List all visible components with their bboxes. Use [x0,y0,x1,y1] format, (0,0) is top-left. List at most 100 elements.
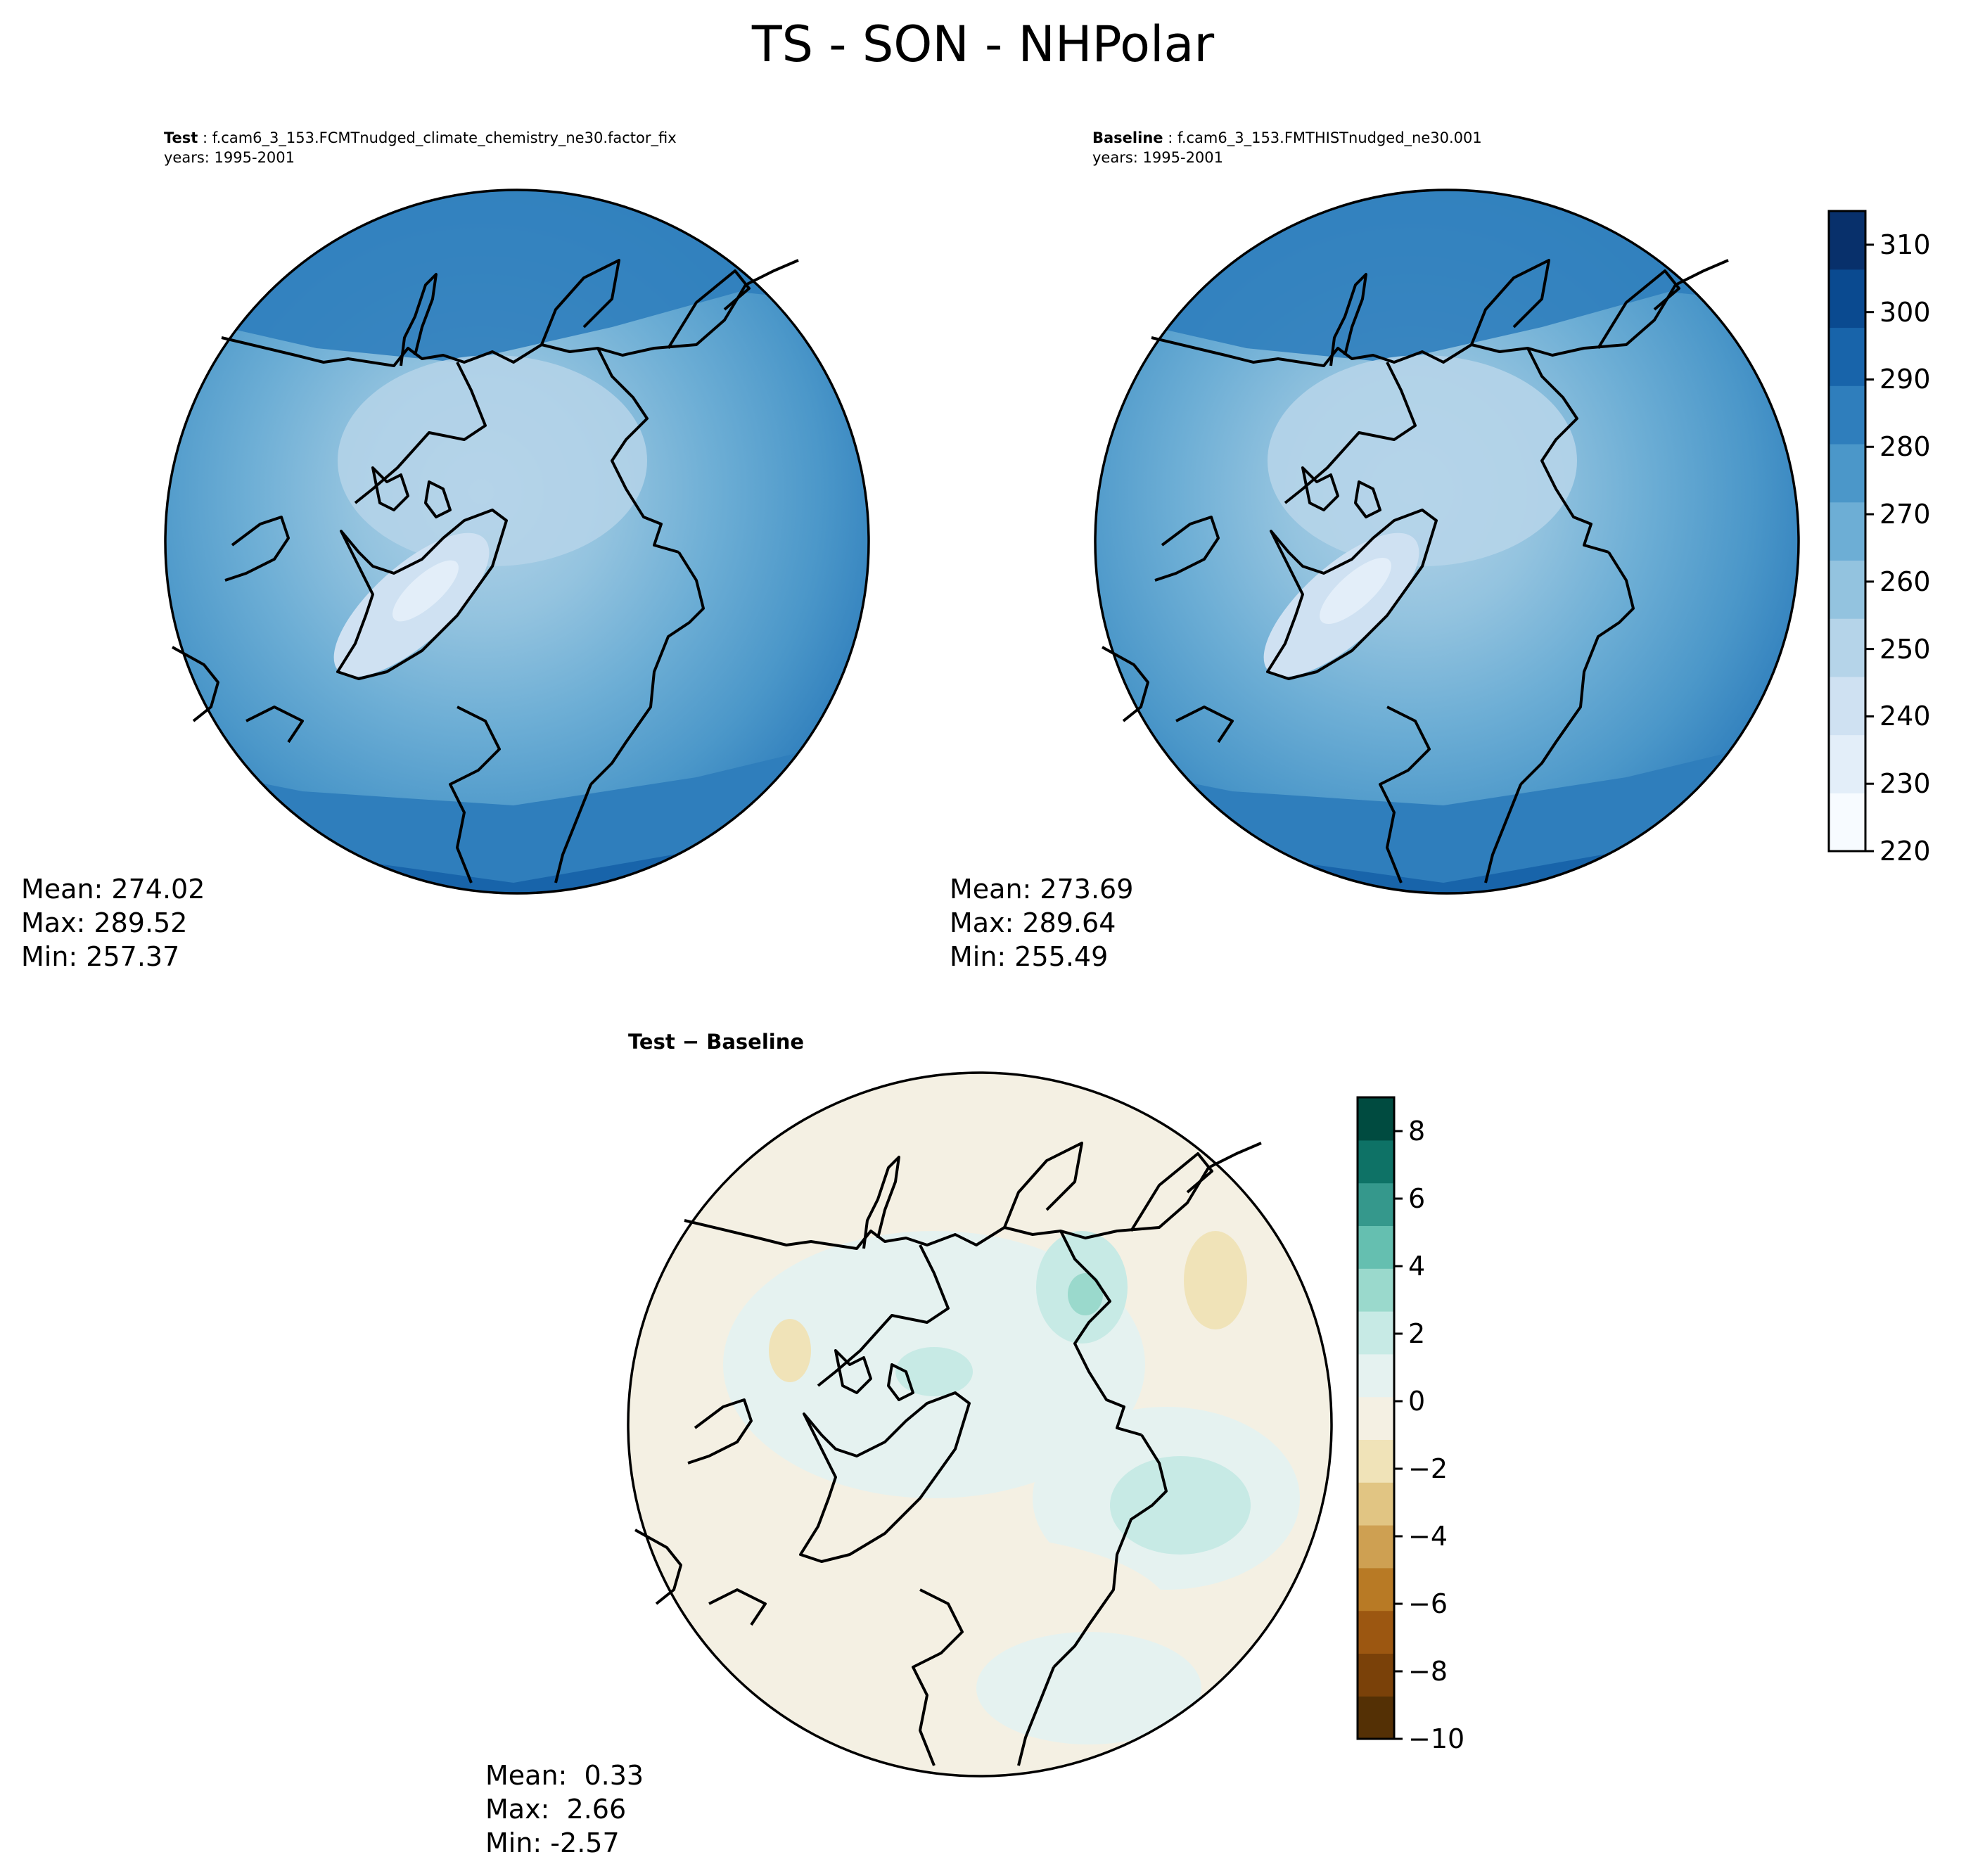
main-colorbar-segment [1829,502,1865,561]
baseline-coast-greenland [1266,509,1438,680]
diff-coast-iceland [912,1588,964,1766]
main-colorbar-tick-label: 250 [1879,633,1931,665]
baseline-field-arctic-cold [1268,355,1577,566]
main-colorbar-segment [1829,385,1865,445]
diff-colorbar-tick-label: −2 [1408,1453,1448,1484]
baseline-case-name: f.cam6_3_153.FMTHISTnudged_ne30.001 [1177,129,1482,146]
test-panel-title: Test : f.cam6_3_153.FCMTnudged_climate_c… [164,128,677,167]
diff-colorbar-segment [1358,1140,1394,1184]
diff-colorbar-segment [1358,1696,1394,1740]
baseline-years: years: 1995-2001 [1092,149,1224,166]
diff-colorbar-frame [1356,1096,1396,1740]
baseline-coast-iceland-uk [1102,646,1149,722]
diff-colorbar-segment [1358,1353,1394,1398]
main-colorbar-tick-label: 290 [1879,364,1931,395]
test-map-boundary [164,189,870,895]
test-max: Max: 289.52 [21,907,188,938]
test-sep: : [198,129,212,146]
diff-coast-atlantic [1017,1666,1055,1766]
diff-colorbar [1356,1096,1403,1740]
baseline-map-boundary [1094,189,1800,895]
main-colorbar-segment [1829,676,1865,736]
diff-colorbar-segment [1358,1097,1394,1141]
diff-field-center-positive [895,1347,973,1396]
diff-coastlines [634,1142,1262,1766]
baseline-mean: Mean: 273.69 [950,874,1134,905]
main-colorbar-segment [1829,327,1865,386]
baseline-coast-atlantic [1484,784,1522,883]
test-min: Min: 257.37 [21,941,180,972]
main-colorbar-tick-label: 300 [1879,296,1931,328]
main-colorbar-segment [1829,269,1865,328]
main-colorbar-segment [1829,443,1865,503]
main-colorbar-segment [1829,793,1865,852]
test-coast-island-2 [424,480,452,518]
diff-coast-novaya-zemlya [862,1156,900,1249]
diff-coast-alaska-canada [1059,1230,1142,1436]
diff-colorbar-tick-label: 0 [1408,1386,1426,1417]
test-coast-europe [245,706,304,744]
test-map [164,189,870,895]
baseline-stats: Mean: 273.69 Max: 289.64 Min: 255.49 [950,872,1133,974]
main-colorbar-segment [1829,734,1865,793]
diff-coast-europe [708,1588,767,1626]
main-colorbar-tick-label: 270 [1879,499,1931,530]
baseline-coast-island-1 [1301,466,1339,511]
diff-colorbar-segment [1358,1182,1394,1226]
diff-field-east-positive [1110,1456,1251,1555]
diff-map-boundary [627,1071,1333,1778]
main-colorbar [1827,210,1874,853]
diff-min: Min: -2.57 [485,1827,620,1858]
main-colorbar-tick-label: 240 [1879,701,1931,732]
diff-coast-eurasia [684,1142,1262,1250]
diff-colorbar-segment [1358,1439,1394,1483]
diff-colorbar-tick-label: −6 [1408,1588,1448,1619]
test-coast-chukotka [667,269,751,350]
diff-coast-scandinavia [687,1398,753,1465]
baseline-coast-scandinavia [1154,516,1220,582]
baseline-field-greenland-coldest [1320,557,1391,625]
main-colorbar-tick-label: 310 [1879,229,1931,260]
figure-title: TS - SON - NHPolar [751,15,1215,73]
baseline-coast-island-2 [1354,480,1381,518]
diff-colorbar-segment [1358,1610,1394,1654]
diff-colorbar-segment [1358,1311,1394,1355]
main-colorbar-tick-label: 230 [1879,768,1931,800]
diff-colorbar-segment [1358,1225,1394,1269]
diff-panel-title: Test − Baseline [628,1030,805,1054]
test-coast-island-1 [371,466,409,511]
test-label: Test [164,129,198,146]
baseline-coast-alaska-canada [1526,347,1609,554]
baseline-coast-eurasia [1151,259,1729,367]
test-coast-greenland [336,509,508,680]
diff-colorbar-segment [1358,1396,1394,1440]
test-coast-novaya-zemlya [400,273,438,366]
main-colorbar-tick-label: 280 [1879,431,1931,463]
diff-colorbar-segment [1358,1567,1394,1612]
main-colorbar-frame [1827,210,1867,853]
diff-coast-iceland-uk [634,1529,682,1605]
test-field-greenland-coldest [392,560,459,622]
diff-colorbar-tick-label: −10 [1408,1723,1465,1754]
baseline-coast-north-america-east [1519,551,1635,786]
diff-colorbar-tick-label: 6 [1408,1183,1426,1214]
diff-stats: Mean: 0.33 Max: 2.66 Min: -2.57 [485,1759,644,1860]
baseline-map [1094,189,1800,895]
test-years: years: 1995-2001 [164,149,295,166]
diff-colorbar-segment [1358,1653,1394,1697]
diff-coast-greenland [799,1391,971,1563]
main-colorbar-segment [1829,211,1865,270]
test-coast-alaska-canada [596,347,679,554]
diff-field-south-slight [976,1632,1201,1744]
test-mean: Mean: 274.02 [21,874,205,905]
test-coast-scandinavia [224,516,290,582]
baseline-coast-chukotka [1597,269,1680,350]
diff-coast-taymyr [1003,1142,1083,1228]
baseline-label: Baseline [1092,129,1163,146]
diff-colorbar-tick-label: −8 [1408,1656,1448,1687]
test-coast-eurasia [221,259,799,367]
main-colorbar-segment [1829,618,1865,677]
diff-colorbar-segment [1358,1268,1394,1312]
test-case-name: f.cam6_3_153.FCMTnudged_climate_chemistr… [212,129,677,146]
test-coast-iceland-uk [172,646,219,722]
